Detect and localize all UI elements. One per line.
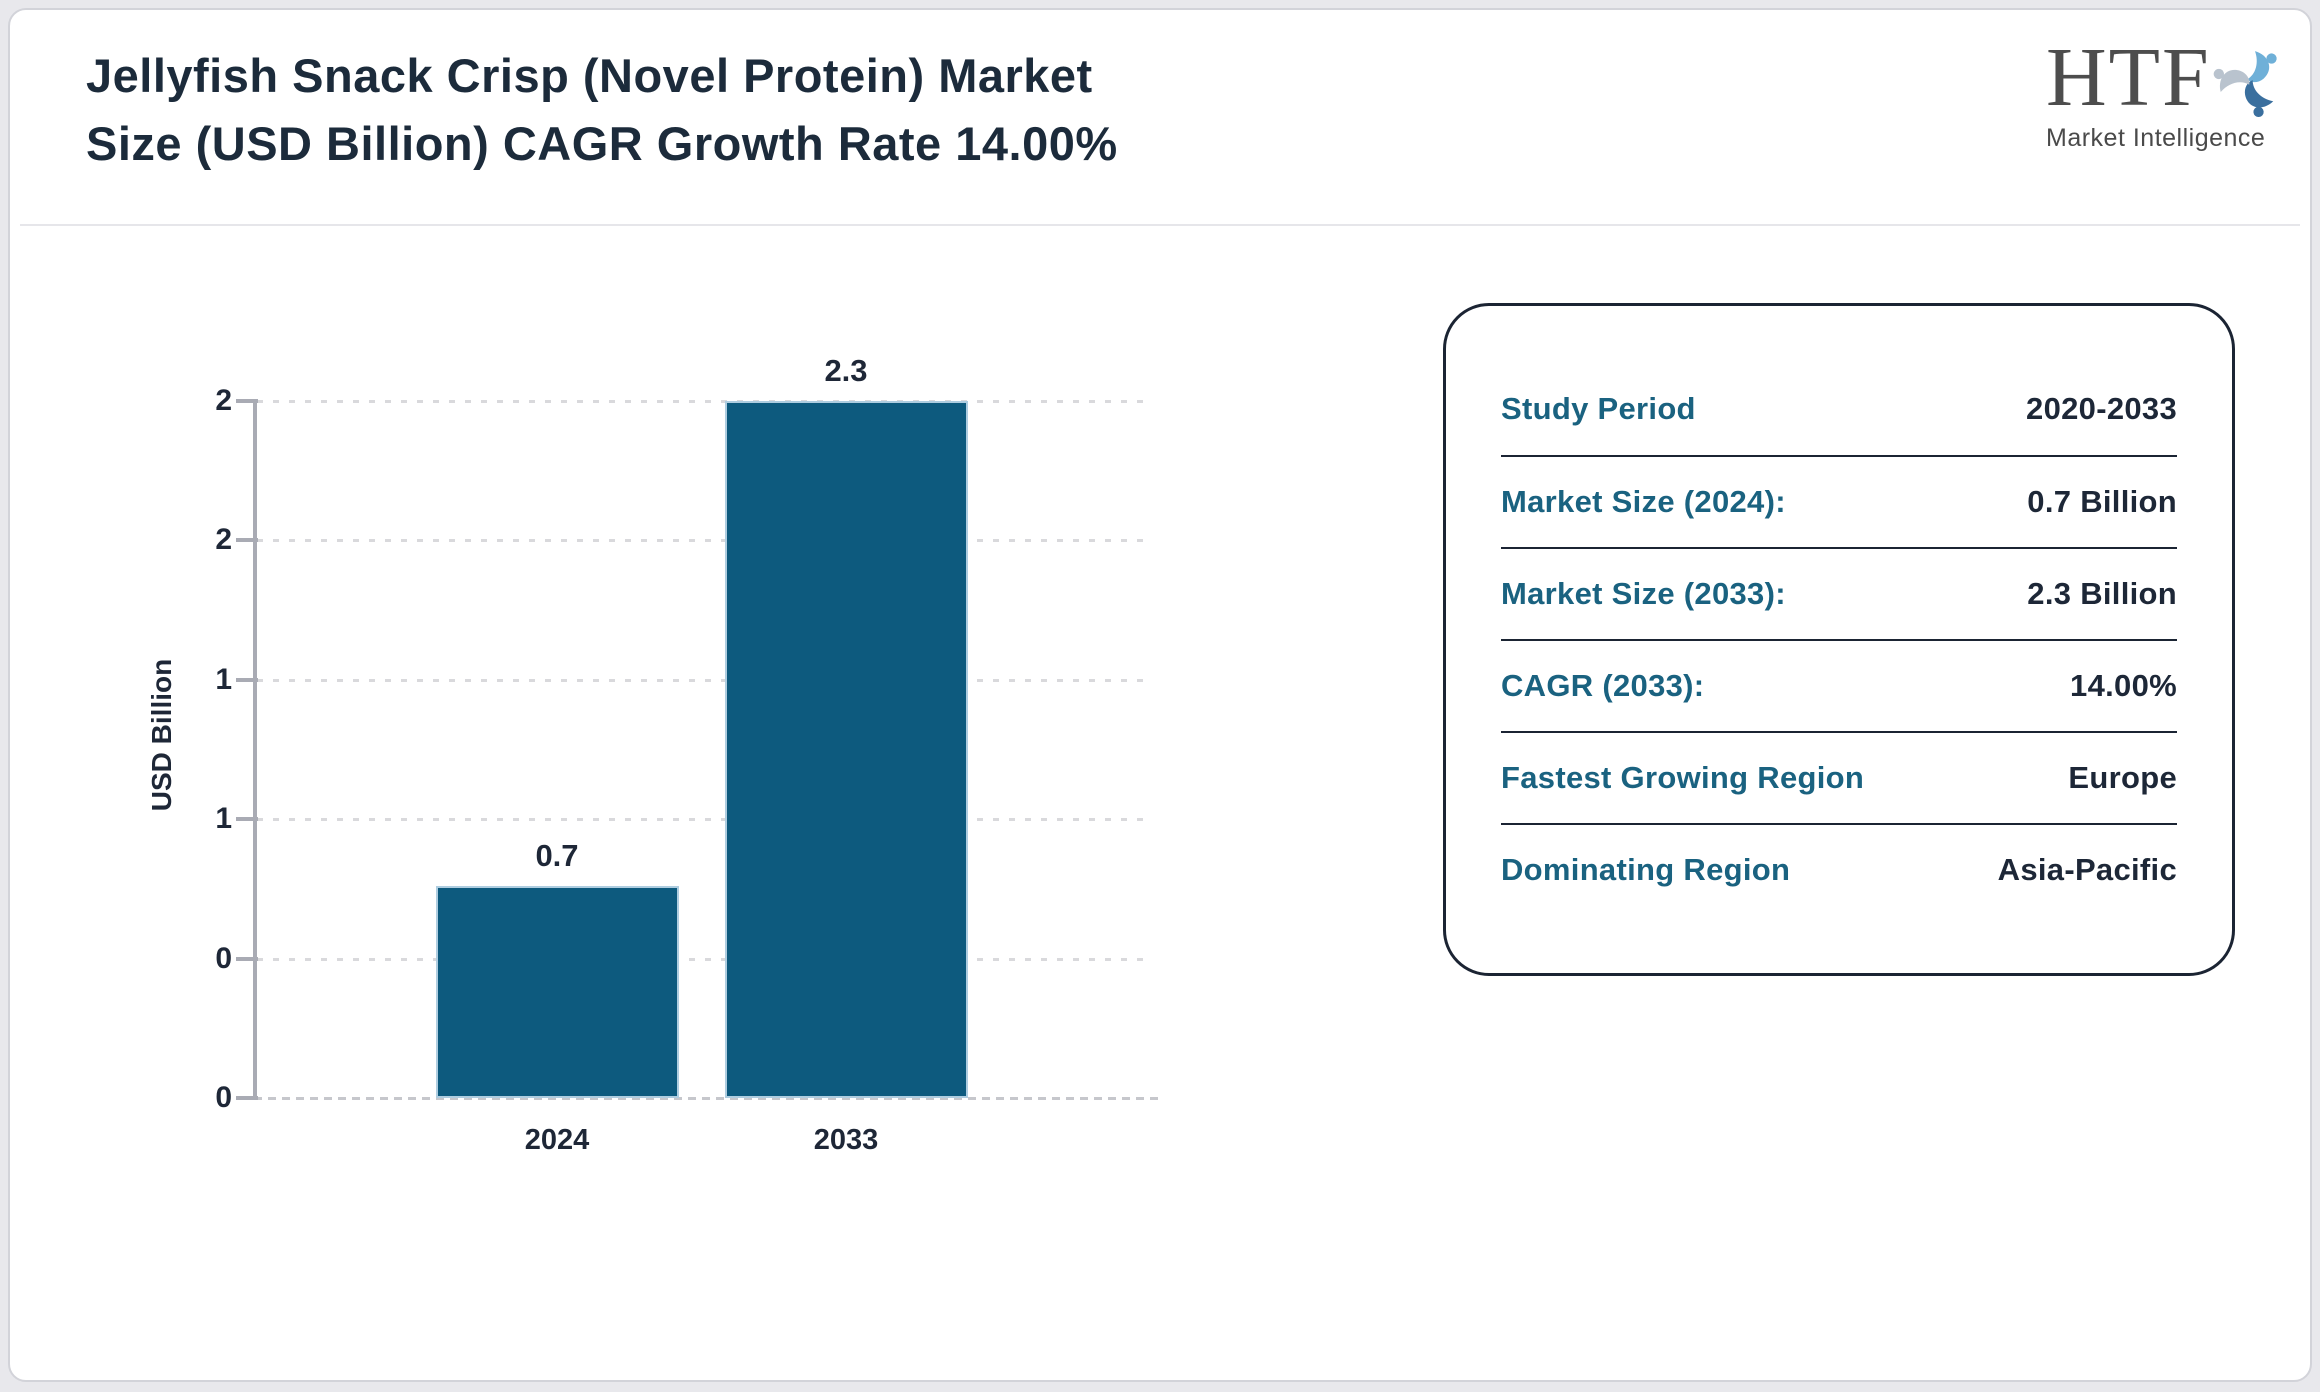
info-row-label: CAGR (2033): <box>1501 668 1705 703</box>
info-row-value: Europe <box>2068 760 2177 795</box>
info-row-value: 2.3 Billion <box>2027 576 2177 611</box>
info-row-value: Asia-Pacific <box>1997 852 2177 887</box>
page-title-line-2: Size (USD Billion) CAGR Growth Rate 14.0… <box>86 117 1118 170</box>
info-row: Dominating Region Asia-Pacific <box>1501 823 2177 915</box>
htf-logo-subtext: Market Intelligence <box>2046 124 2266 152</box>
info-row-value: 0.7 Billion <box>2027 484 2177 519</box>
info-row-value: 14.00% <box>2070 668 2177 703</box>
page-title: Jellyfish Snack Crisp (Novel Protein) Ma… <box>86 42 1118 178</box>
info-row: CAGR (2033): 14.00% <box>1501 639 2177 731</box>
info-panel: Study Period 2020-2033 Market Size (2024… <box>1443 303 2235 976</box>
info-row-label: Fastest Growing Region <box>1501 760 1865 795</box>
htf-logo: HTF Market Intelligence <box>2046 36 2286 166</box>
page-title-line-1: Jellyfish Snack Crisp (Novel Protein) Ma… <box>86 49 1093 102</box>
header-divider <box>20 224 2300 226</box>
info-row-value: 2020-2033 <box>2026 391 2177 426</box>
htf-logo-text: HTF <box>2046 31 2211 124</box>
htf-swirl-icon <box>2213 51 2277 118</box>
info-row-label: Dominating Region <box>1501 852 1791 887</box>
info-row: Fastest Growing Region Europe <box>1501 731 2177 823</box>
info-row-label: Study Period <box>1501 391 1696 426</box>
info-row: Market Size (2024): 0.7 Billion <box>1501 455 2177 547</box>
info-row: Market Size (2033): 2.3 Billion <box>1501 547 2177 639</box>
info-row: Study Period 2020-2033 <box>1501 363 2177 455</box>
info-row-label: Market Size (2033): <box>1501 576 1786 611</box>
info-row-label: Market Size (2024): <box>1501 484 1786 519</box>
